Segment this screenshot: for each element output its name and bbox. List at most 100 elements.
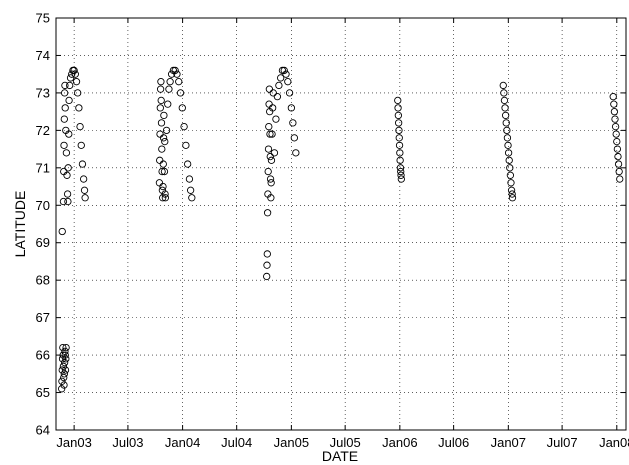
data-point: [273, 93, 282, 101]
x-tick-labels: Jan03 Jul03 Jan04 Jul04 Jan05 Jul05 Jan06 Jul06…: [56, 435, 629, 450]
data-point: [60, 381, 68, 389]
data-point: [500, 96, 509, 105]
x-tick-label: Jan08: [599, 435, 629, 450]
data-point: [60, 141, 68, 150]
data-point: [268, 104, 277, 112]
data-point: [66, 74, 75, 82]
data-point: [503, 134, 512, 142]
data-point: [158, 145, 166, 153]
data-points: [58, 66, 624, 393]
y-tick-label: 75: [36, 11, 50, 26]
plot-frame: [55, 17, 627, 431]
data-point: [165, 85, 173, 93]
data-point: [159, 194, 167, 202]
data-point: [266, 130, 274, 138]
data-point: [397, 175, 405, 183]
data-point: [394, 111, 403, 120]
data-point: [394, 96, 402, 105]
data-point: [59, 197, 68, 206]
data-point: [280, 66, 288, 75]
data-point: [156, 104, 164, 112]
data-point: [62, 343, 70, 352]
data-point: [395, 126, 403, 135]
data-point: [267, 179, 275, 187]
data-point: [159, 182, 167, 191]
data-point: [287, 104, 296, 112]
data-point: [284, 78, 292, 86]
data-point: [159, 134, 168, 142]
data-point: [182, 141, 190, 150]
data-point: [79, 175, 88, 183]
data-point: [180, 122, 188, 131]
data-point: [507, 186, 516, 194]
data-point: [265, 122, 273, 131]
data-point: [59, 362, 68, 370]
data-point: [70, 66, 78, 75]
data-point: [264, 145, 273, 153]
data-point: [71, 70, 79, 78]
data-point: [80, 186, 89, 194]
data-point: [60, 115, 68, 123]
data-point: [395, 134, 403, 142]
data-point: [159, 160, 167, 168]
data-point: [614, 160, 623, 168]
data-point: [609, 93, 617, 101]
data-point: [157, 119, 166, 127]
data-point: [60, 89, 69, 97]
data-point: [158, 167, 166, 176]
data-point: [58, 377, 66, 385]
data-point: [499, 81, 507, 90]
data-point: [61, 104, 69, 112]
data-point: [64, 197, 72, 206]
data-point: [156, 85, 165, 93]
data-point: [171, 66, 179, 75]
data-point: [164, 100, 172, 108]
data-point: [58, 366, 66, 374]
data-point: [269, 89, 277, 97]
data-point: [508, 194, 517, 202]
data-point: [186, 186, 195, 194]
data-point: [185, 175, 194, 183]
data-point: [75, 104, 83, 112]
y-tick-label: 69: [36, 235, 50, 250]
data-point: [263, 209, 272, 217]
data-point: [503, 126, 511, 135]
y-tick-label: 74: [36, 48, 50, 63]
y-tick-label: 68: [36, 273, 50, 288]
data-point: [289, 119, 297, 127]
data-point: [66, 81, 74, 90]
data-point: [160, 167, 169, 176]
x-tick-label: Jul04: [221, 435, 252, 450]
data-point: [63, 190, 72, 198]
data-point: [58, 355, 67, 363]
data-point: [285, 89, 294, 97]
data-point: [176, 89, 185, 97]
data-point: [270, 149, 279, 157]
data-point: [62, 149, 71, 157]
data-point: [508, 190, 516, 198]
data-point: [62, 355, 70, 363]
data-point: [275, 81, 283, 90]
data-point: [277, 74, 285, 82]
data-point: [173, 70, 181, 78]
y-tick-label: 72: [36, 123, 50, 138]
data-point: [61, 347, 69, 355]
x-axis-label: DATE: [322, 448, 358, 464]
data-point: [611, 122, 620, 131]
data-point: [161, 190, 169, 198]
y-tick-label: 66: [36, 348, 50, 363]
data-point: [263, 250, 271, 258]
data-point: [396, 156, 404, 164]
y-tick-label: 71: [36, 160, 50, 175]
x-tick-label: Jan07: [491, 435, 526, 450]
data-point: [263, 261, 271, 269]
data-point: [282, 70, 290, 78]
data-point: [267, 194, 275, 202]
data-point: [502, 119, 510, 127]
x-tick-label: Jan03: [56, 435, 91, 450]
x-tick-label: Jan05: [274, 435, 309, 450]
data-point: [166, 78, 174, 86]
data-point: [161, 137, 169, 146]
